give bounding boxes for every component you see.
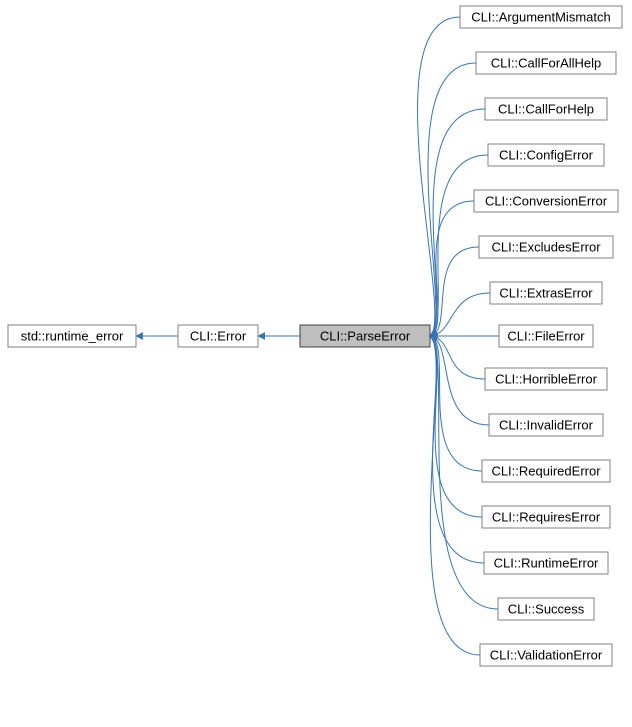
edge-required-to-parse xyxy=(430,336,482,471)
node-file[interactable]: CLI::FileError xyxy=(499,325,593,347)
node-requires-label: CLI::RequiresError xyxy=(492,509,601,524)
node-excludes-label: CLI::ExcludesError xyxy=(491,239,601,254)
node-required[interactable]: CLI::RequiredError xyxy=(482,460,610,482)
node-conv-label: CLI::ConversionError xyxy=(485,193,608,208)
edge-extras-to-parse xyxy=(430,293,490,336)
node-horrible-label: CLI::HorribleError xyxy=(495,371,598,386)
node-parse[interactable]: CLI::ParseError xyxy=(300,325,430,347)
node-callall-label: CLI::CallForAllHelp xyxy=(491,55,602,70)
node-extras-label: CLI::ExtrasError xyxy=(499,285,593,300)
node-required-label: CLI::RequiredError xyxy=(491,463,601,478)
nodes-layer: std::runtime_error CLI::Error CLI::ParseEr… xyxy=(8,6,622,666)
edge-argmis-to-parse xyxy=(418,17,460,336)
node-valid-label: CLI::ValidationError xyxy=(490,647,603,662)
node-requires[interactable]: CLI::RequiresError xyxy=(482,506,610,528)
node-invalid-label: CLI::InvalidError xyxy=(499,417,594,432)
node-argmis-label: CLI::ArgumentMismatch xyxy=(471,9,610,24)
node-conv[interactable]: CLI::ConversionError xyxy=(474,190,618,212)
edge-callall-to-parse xyxy=(428,63,476,336)
node-run[interactable]: CLI::RuntimeError xyxy=(484,552,608,574)
node-callhelp[interactable]: CLI::CallForHelp xyxy=(485,98,607,120)
node-success[interactable]: CLI::Success xyxy=(498,598,594,620)
node-horrible[interactable]: CLI::HorribleError xyxy=(485,368,607,390)
node-argmis[interactable]: CLI::ArgumentMismatch xyxy=(460,6,622,28)
node-parse-label: CLI::ParseError xyxy=(320,328,411,343)
node-error[interactable]: CLI::Error xyxy=(178,325,258,347)
node-success-label: CLI::Success xyxy=(508,601,585,616)
node-runtime-label: std::runtime_error xyxy=(21,328,124,343)
node-config-label: CLI::ConfigError xyxy=(499,147,594,162)
node-runtime[interactable]: std::runtime_error xyxy=(8,325,136,347)
node-config[interactable]: CLI::ConfigError xyxy=(488,144,604,166)
node-extras[interactable]: CLI::ExtrasError xyxy=(490,282,602,304)
node-run-label: CLI::RuntimeError xyxy=(494,555,599,570)
node-excludes[interactable]: CLI::ExcludesError xyxy=(479,236,613,258)
node-valid[interactable]: CLI::ValidationError xyxy=(480,644,612,666)
node-callhelp-label: CLI::CallForHelp xyxy=(498,101,594,116)
node-error-label: CLI::Error xyxy=(190,328,247,343)
node-file-label: CLI::FileError xyxy=(507,328,585,343)
node-callall[interactable]: CLI::CallForAllHelp xyxy=(476,52,616,74)
edge-valid-to-parse xyxy=(430,336,480,655)
node-invalid[interactable]: CLI::InvalidError xyxy=(489,414,603,436)
